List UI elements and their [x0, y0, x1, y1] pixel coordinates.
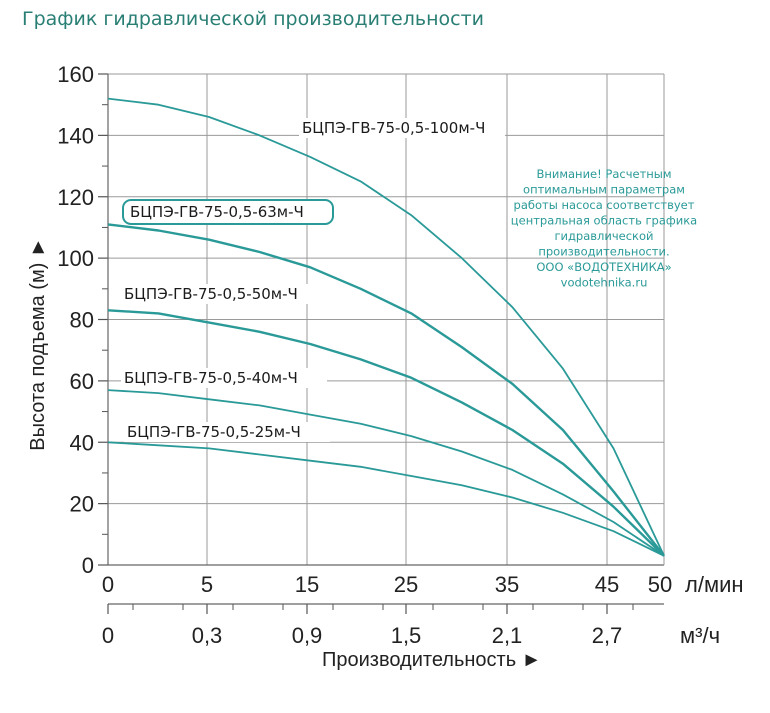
curves [107, 97, 665, 557]
page-title: График гидравлической производительности [22, 8, 484, 30]
y-tick-label: 140 [57, 123, 94, 148]
x-tick-label-secondary: 2,7 [592, 623, 623, 648]
warning-note: Внимание! Расчетным оптимальным параметра… [511, 167, 697, 290]
note-line: vodotehnika.ru [561, 276, 648, 290]
x-tick-label-primary: 35 [495, 572, 519, 597]
note-line: центральная область графика [511, 214, 697, 228]
x-tick-label-primary: 50 [648, 572, 672, 597]
x-axis-title: Производительность ► [322, 649, 541, 671]
highlight-box [122, 199, 334, 225]
series-line [107, 97, 665, 557]
note-line: производительности. [538, 245, 669, 259]
y-tick-label: 60 [70, 369, 94, 394]
note-line: ООО «ВОДОТЕХНИКА» [536, 260, 671, 274]
x-unit-primary: л/мин [685, 572, 744, 597]
series-label: БЦПЭ-ГВ-75-0,5-100м-Ч [302, 119, 485, 137]
y-tick-label: 0 [82, 553, 94, 578]
y-tick-label: 100 [57, 246, 94, 271]
label-background [121, 284, 327, 304]
label-background [124, 422, 330, 442]
series-labels: БЦПЭ-ГВ-75-0,5-100м-Ч БЦПЭ-ГВ-75-0,5-63м-… [121, 118, 505, 442]
x-tick-label-secondary: 2,1 [492, 623, 523, 648]
series-label: БЦПЭ-ГВ-75-0,5-25м-Ч [127, 423, 301, 441]
x-tick-label-primary: 25 [394, 572, 418, 597]
label-background [121, 368, 327, 388]
series-label: БЦПЭ-ГВ-75-0,5-40м-Ч [124, 369, 298, 387]
series-line [107, 389, 665, 557]
x-tick-label-secondary: 0,3 [192, 623, 223, 648]
series-label: БЦПЭ-ГВ-75-0,5-50м-Ч [124, 285, 298, 303]
y-tick-label: 40 [70, 430, 94, 455]
series-line [107, 309, 665, 557]
x-unit-secondary: м³/ч [680, 623, 720, 648]
x-tick-label-primary: 5 [201, 572, 213, 597]
note-line: гидравлической [554, 229, 653, 243]
x-tick-label-secondary: 1,5 [391, 623, 422, 648]
note-line: Внимание! Расчетным [536, 167, 671, 181]
series-line [107, 223, 665, 557]
x-tick-label-secondary: 0,9 [292, 623, 323, 648]
note-line: оптимальным параметрам [523, 183, 685, 197]
y-axis-title: Высота подъема (м) ► [27, 237, 49, 450]
note-line: работы насоса соответствует [514, 198, 695, 212]
x-tick-label-primary: 15 [295, 572, 319, 597]
x-tick-label-primary: 45 [595, 572, 619, 597]
label-background [299, 118, 505, 138]
x-tick-label-primary: 0 [102, 572, 114, 597]
y-tick-label: 120 [57, 185, 94, 210]
x-tick-label-secondary: 0 [102, 623, 114, 648]
axes: 0 20 40 60 80 100 120 140 160 0 5 15 25 35 45 50 л/мин 0 0… [27, 62, 744, 671]
y-tick-label: 80 [70, 308, 94, 333]
y-tick-label: 160 [57, 62, 94, 87]
series-label: БЦПЭ-ГВ-75-0,5-63м-Ч [130, 203, 304, 221]
y-tick-label: 20 [70, 492, 94, 517]
series-line [107, 441, 665, 557]
